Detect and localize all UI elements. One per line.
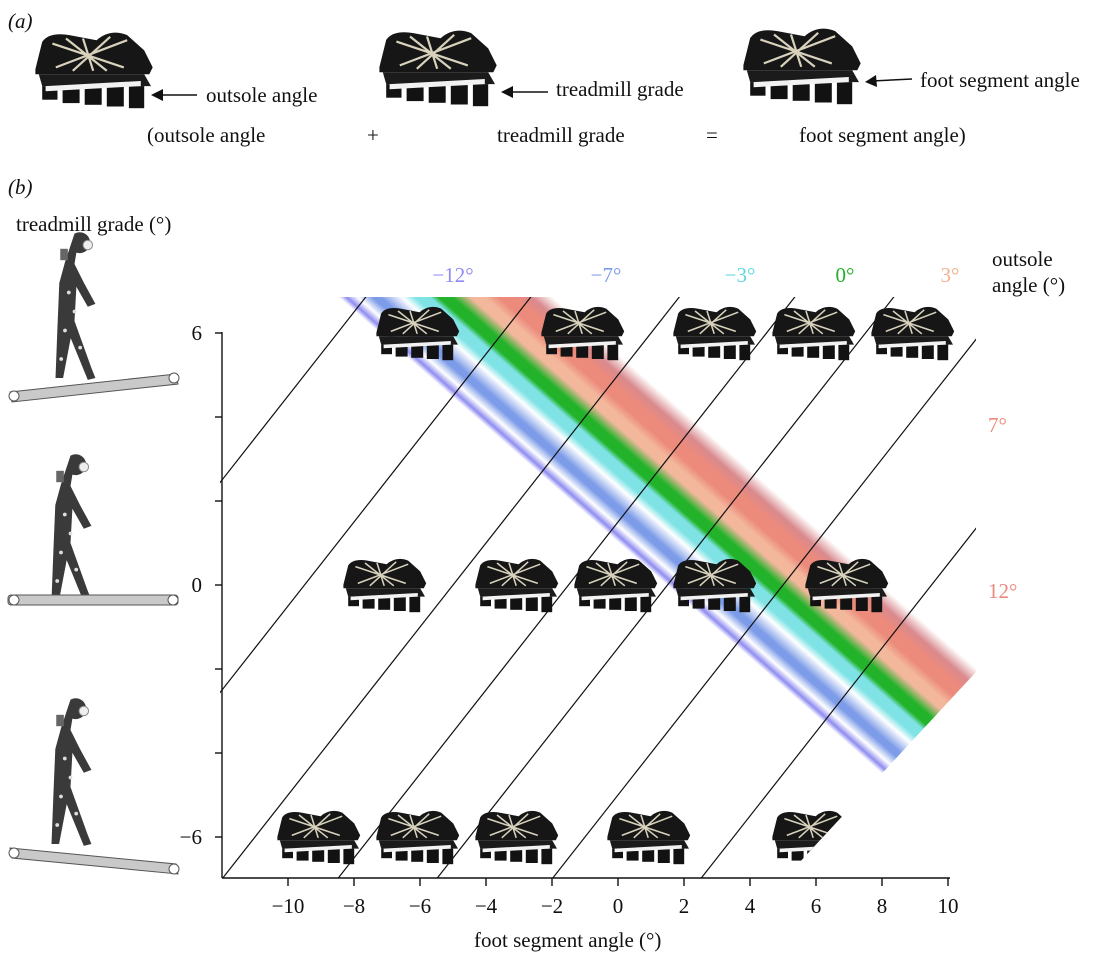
- shoe-marker-1: [540, 306, 625, 361]
- band-label-0: −12°: [432, 263, 473, 287]
- shoe-marker-13: [606, 810, 691, 865]
- panel-a-label: (a): [8, 9, 33, 33]
- shoe-marker-2: [672, 306, 757, 361]
- arrow-foot-segment: [865, 75, 913, 87]
- equation-close: foot segment angle): [799, 123, 966, 147]
- equation-plus: +: [367, 123, 379, 147]
- foot-segment-angle-label: foot segment angle: [920, 68, 1080, 92]
- shoe-treadmill-example: [378, 29, 498, 108]
- iso-line-3: [304, 297, 833, 878]
- shoe-outsole-example: [34, 31, 154, 110]
- band-label-2: −3°: [725, 263, 756, 287]
- y-tick-label: −6: [180, 825, 202, 849]
- iso-line-4: [403, 297, 932, 878]
- walker-level: [7, 453, 179, 606]
- shoe-marker-12: [474, 810, 559, 865]
- axes: 6 0 −6 −10 −8 −6 −4 −2 0 2 4 6 8 10: [180, 321, 959, 918]
- shoe-marker-4: [870, 306, 955, 361]
- iso-line-2: [220, 297, 718, 878]
- shoe-foot-segment-example: [742, 27, 862, 106]
- equation-middle: treadmill grade: [497, 123, 625, 147]
- shoe-marker-6: [474, 558, 559, 613]
- x-tick-label: −2: [541, 894, 563, 918]
- iso-line-5: [518, 297, 976, 878]
- color-bands: [220, 297, 976, 878]
- iso-line-6: [667, 297, 976, 878]
- equation-open: (outsole angle: [147, 123, 265, 147]
- shoe-marker-11: [375, 810, 460, 865]
- band-label-4: 3°: [941, 263, 960, 287]
- shoe-marker-0: [375, 306, 460, 361]
- shoe-marker-3: [771, 306, 856, 361]
- x-tick-label: 8: [877, 894, 888, 918]
- panel-b-label: (b): [8, 175, 33, 199]
- shoe-marker-9: [804, 558, 889, 613]
- arrow-outsole: [151, 89, 197, 101]
- legend-title-line1: outsole: [992, 247, 1053, 271]
- x-tick-label: 4: [745, 894, 756, 918]
- y-tick-label: 0: [192, 573, 203, 597]
- walker-downhill: [8, 697, 180, 875]
- x-tick-label: 6: [811, 894, 822, 918]
- x-tick-label: −8: [343, 894, 365, 918]
- iso-line-1: [220, 297, 569, 878]
- x-tick-label: −6: [409, 894, 431, 918]
- shoe-marker-10: [276, 810, 361, 865]
- x-axis-title: foot segment angle (°): [474, 928, 661, 952]
- x-tick-label: −10: [272, 894, 305, 918]
- legend-title-line2: angle (°): [992, 273, 1065, 297]
- shoe-marker-14: [771, 810, 856, 865]
- band-label-6: 12°: [988, 579, 1017, 603]
- x-tick-label: 0: [613, 894, 624, 918]
- equation-equals: =: [706, 123, 718, 147]
- x-tick-label: 10: [938, 894, 959, 918]
- outsole-angle-label: outsole angle: [206, 83, 317, 107]
- x-tick-label: 2: [679, 894, 690, 918]
- y-tick-label: 6: [192, 321, 203, 345]
- band-label-1: −7°: [591, 263, 622, 287]
- outsole-angle-labels: −12° −7° −3° 0° 3° 7° 12°: [432, 263, 1017, 603]
- band-label-5: 7°: [988, 413, 1007, 437]
- walker-uphill: [8, 231, 180, 403]
- y-axis-title: treadmill grade (°): [16, 212, 171, 236]
- shoe-marker-5: [342, 558, 427, 613]
- iso-line-0: [220, 297, 404, 878]
- shoe-marker-7: [573, 558, 658, 613]
- arrow-treadmill: [501, 86, 548, 98]
- x-tick-label: −4: [475, 894, 498, 918]
- treadmill-grade-label: treadmill grade: [556, 77, 684, 101]
- band-label-3: 0°: [836, 263, 855, 287]
- shoe-marker-8: [672, 558, 757, 613]
